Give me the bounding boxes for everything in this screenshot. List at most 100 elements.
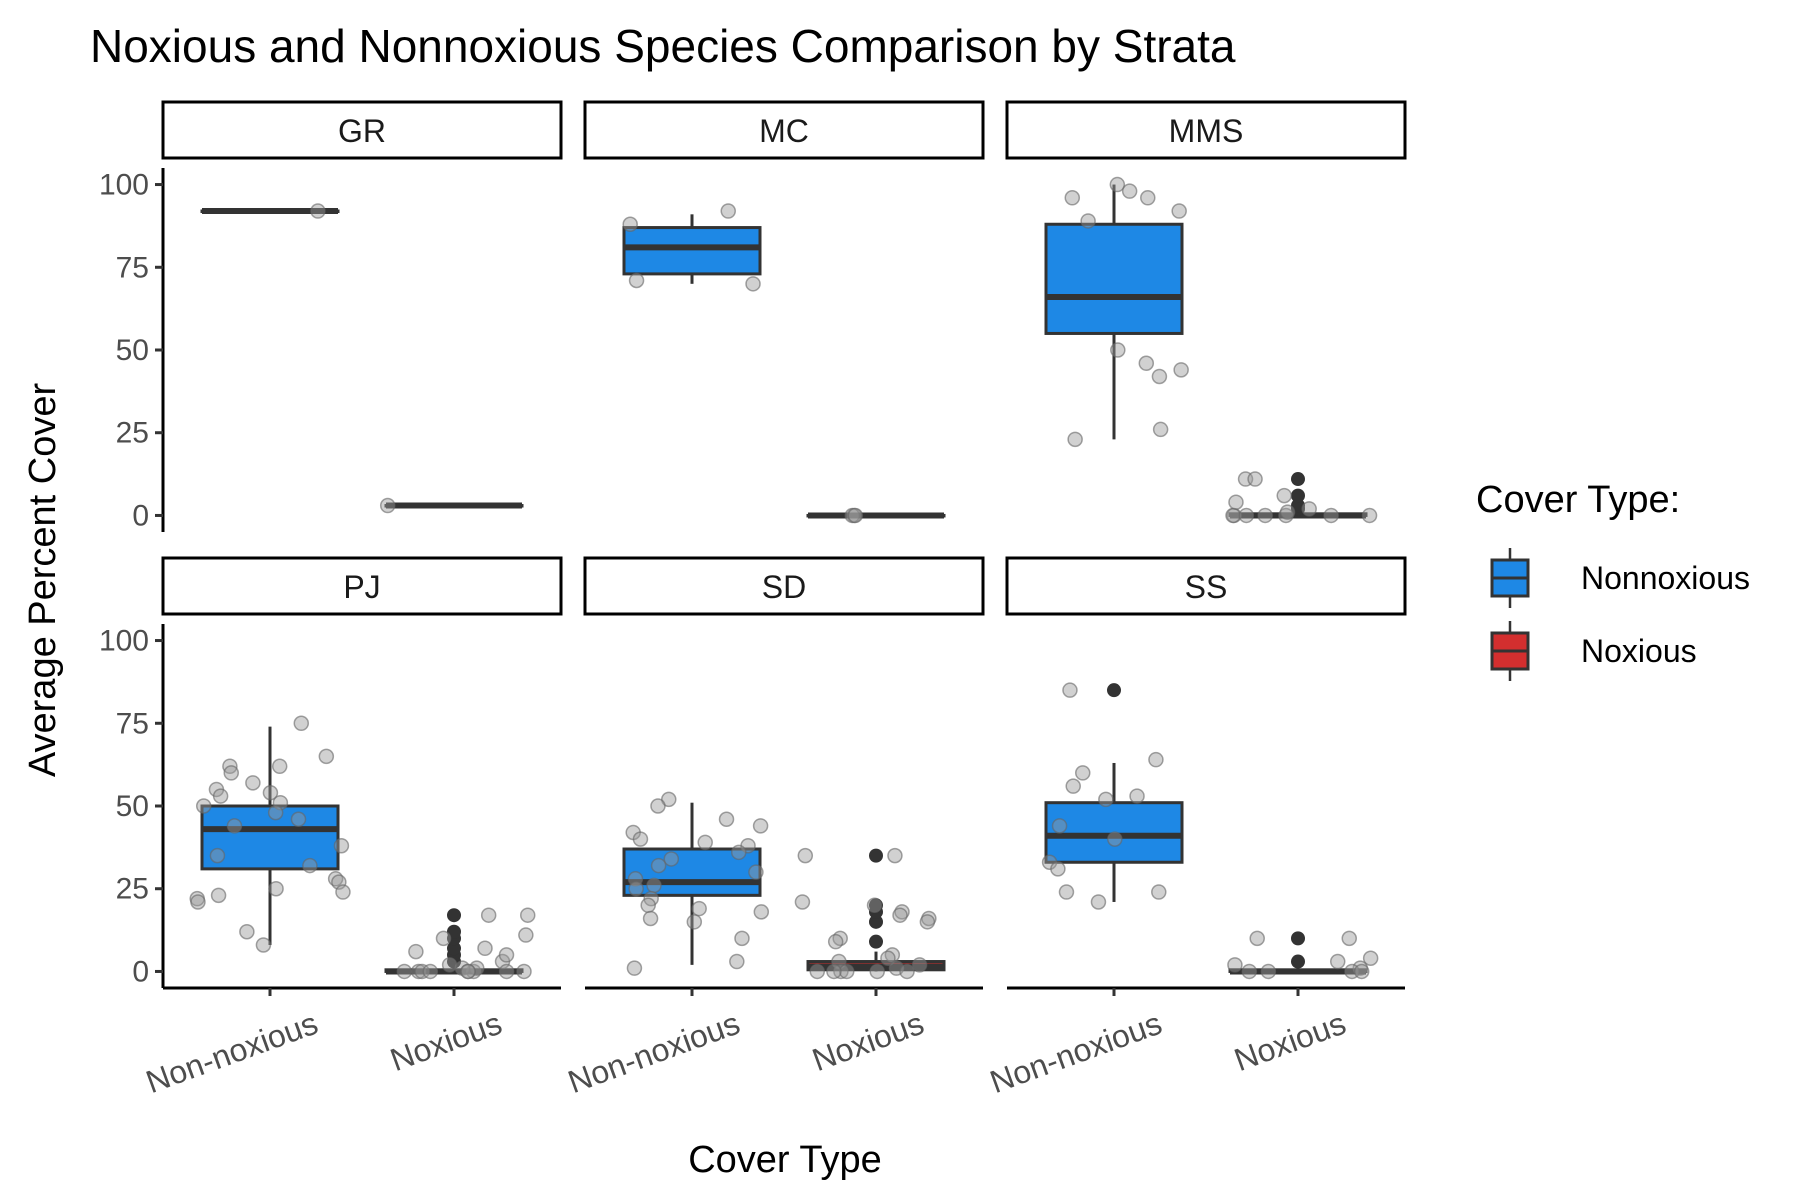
chart-title: Noxious and Nonnoxious Species Compariso… <box>90 20 1236 72</box>
jitter-point <box>1148 751 1164 768</box>
jitter-point <box>919 914 936 930</box>
jitter-point <box>1050 861 1066 877</box>
strip-label: MC <box>759 113 809 149</box>
jitter-point <box>1151 368 1168 385</box>
jitter-point <box>640 897 656 914</box>
jitter-point <box>226 818 243 834</box>
panel-pj: PJ 0 25 50 75 100 Non-noxious Noxious <box>99 556 563 1100</box>
strip-box <box>583 556 985 616</box>
outlier-point <box>869 898 883 913</box>
jitter-point <box>650 857 667 874</box>
box-non-noxious <box>189 715 351 953</box>
jitter-point <box>869 963 885 980</box>
panel-sd: SD Non-noxious Noxious <box>563 556 985 1100</box>
jitter-point <box>628 880 644 897</box>
jitter-point <box>1129 788 1145 804</box>
jitter-point <box>1067 431 1083 448</box>
box-noxious <box>806 507 946 524</box>
jitter-point <box>1090 894 1107 910</box>
jitter-point <box>1329 953 1346 970</box>
jitter-point <box>518 927 534 943</box>
jitter-point <box>718 811 735 827</box>
x-tick-label: Noxious <box>807 1005 928 1078</box>
jitter-point <box>827 933 844 950</box>
outlier-point <box>447 908 461 923</box>
jitter-point <box>1080 213 1096 229</box>
jitter-point <box>1247 471 1263 487</box>
jitter-point <box>734 930 750 947</box>
box-non-noxious <box>1041 682 1184 910</box>
panel-mc: MC <box>583 100 985 524</box>
jitter-point <box>335 884 351 900</box>
outlier-point <box>1291 472 1305 487</box>
jitter-point <box>1241 963 1258 980</box>
legend: Cover Type: Nonnoxious Noxious <box>1476 479 1750 681</box>
legend-item-nonnoxious: Nonnoxious <box>1490 548 1750 608</box>
jitter-point <box>267 804 284 821</box>
y-tick-label: 0 <box>132 499 149 532</box>
jitter-point <box>1062 682 1078 698</box>
box-noxious <box>1225 471 1378 524</box>
jitter-point <box>1110 342 1126 358</box>
jitter-point <box>1249 930 1265 947</box>
strip-box <box>1005 556 1407 616</box>
box-noxious <box>384 907 536 980</box>
x-tick-label: Non-noxious <box>563 1005 744 1100</box>
jitter-point <box>1151 884 1167 900</box>
box-body <box>622 226 762 276</box>
jitter-point <box>239 923 255 940</box>
jitter-point <box>1058 884 1075 900</box>
jitter-point <box>838 963 855 980</box>
strip-box <box>161 100 563 160</box>
jitter-point <box>435 930 452 947</box>
box-noxious <box>1227 930 1379 980</box>
box-non-noxious <box>1044 176 1189 448</box>
outlier-point <box>869 914 883 929</box>
jitter-point <box>691 900 707 917</box>
jitter-point <box>1362 950 1379 966</box>
jitter-point <box>847 507 864 524</box>
legend-title: Cover Type: <box>1476 479 1680 521</box>
x-tick-label: Noxious <box>385 1005 506 1078</box>
jitter-point <box>516 963 532 980</box>
jitter-point <box>1353 963 1370 980</box>
jitter-point <box>422 963 439 980</box>
strip-box <box>1005 100 1407 160</box>
panel-mms: MMS <box>1005 100 1407 524</box>
jitter-point <box>1257 507 1273 524</box>
jitter-point <box>753 904 770 920</box>
box-noxious <box>379 497 524 514</box>
jitter-point <box>1109 176 1126 193</box>
panel-ss: SS Non-noxious Noxious <box>985 556 1407 1100</box>
box-non-noxious <box>200 203 340 219</box>
jitter-point <box>809 963 826 980</box>
jitter-point <box>293 715 310 732</box>
y-tick-label: 25 <box>116 873 149 906</box>
x-tick-label: Noxious <box>1229 1005 1350 1078</box>
jitter-point <box>794 894 811 910</box>
jitter-point <box>1051 818 1068 834</box>
jitter-point <box>310 203 326 219</box>
jitter-point <box>414 963 430 980</box>
strip-label: MMS <box>1169 113 1244 149</box>
jitter-point <box>1279 504 1296 520</box>
box-non-noxious <box>622 203 762 292</box>
jitter-point <box>1098 791 1114 808</box>
jitter-point <box>190 894 206 910</box>
jitter-point <box>333 837 350 854</box>
jitter-point <box>209 847 226 864</box>
jitter-point <box>880 950 896 966</box>
outlier-point <box>1291 954 1305 969</box>
jitter-point <box>1238 507 1255 524</box>
box-noxious <box>794 847 946 980</box>
jitter-point <box>686 914 703 930</box>
jitter-point <box>245 775 261 791</box>
jitter-point <box>622 216 638 233</box>
jitter-point <box>1276 487 1292 504</box>
jitter-point <box>441 957 458 973</box>
box-body <box>622 847 762 897</box>
jitter-point <box>480 907 497 923</box>
outlier-point <box>1107 683 1121 698</box>
jitter-point <box>911 957 928 973</box>
